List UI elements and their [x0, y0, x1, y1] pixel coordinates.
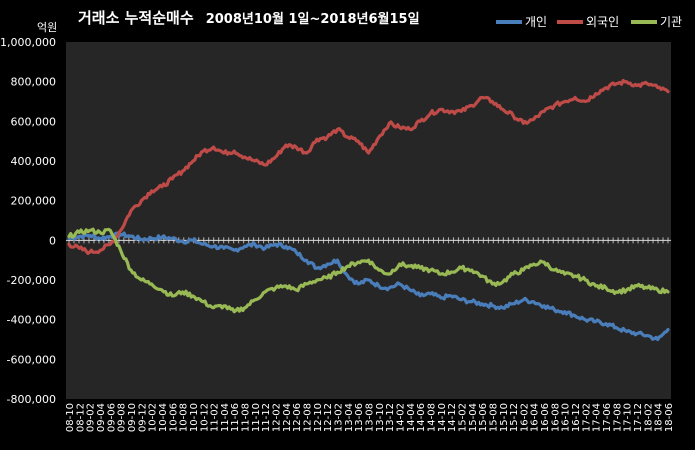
x-tick-label: 14-10 [437, 403, 448, 432]
x-tick-label: 17-04 [592, 403, 603, 432]
y-tick-label: 600,000 [11, 115, 57, 128]
x-tick-label: 18-06 [664, 403, 675, 432]
legend: 개인 외국인 기관 [496, 15, 682, 29]
x-tick-label: 15-10 [499, 403, 510, 432]
x-tick-label: 11-06 [230, 403, 241, 432]
y-tick-label: 1,000,000 [0, 36, 56, 49]
x-tick-label: 14-04 [406, 403, 417, 432]
x-tick-label: 11-10 [251, 403, 262, 432]
series-line-individual [67, 231, 670, 342]
x-tick-label: 10-06 [168, 403, 179, 432]
x-tick-label: 16-04 [530, 403, 541, 432]
y-axis: 1,000,000 800,000 600,000 400,000 200,000 0 -2… [0, 36, 56, 406]
x-axis: 08-10 08-12 09-02 09-04 09-06 09-08 09-10 09-12… [65, 237, 675, 432]
x-tick-label: 12-10 [313, 403, 324, 432]
y-tick-label: -400,000 [7, 314, 56, 327]
x-tick-label: 10-12 [199, 403, 210, 432]
x-tick-label: 09-06 [106, 403, 117, 432]
x-tick-label: 13-06 [354, 403, 365, 432]
x-tick-label: 16-08 [550, 403, 561, 432]
x-tick-label: 16-02 [519, 403, 530, 432]
x-tick-label: 15-02 [457, 403, 468, 432]
series-lines [67, 78, 670, 342]
x-tick-label: 15-04 [468, 403, 479, 432]
x-tick-label: 13-10 [375, 403, 386, 432]
x-tick-label: 15-08 [488, 403, 499, 432]
x-tick-label: 12-12 [323, 403, 334, 432]
y-axis-unit-label: 억원 [37, 21, 57, 34]
x-tick-label: 14-12 [447, 403, 458, 432]
x-tick-label: 11-04 [220, 403, 231, 432]
x-tick-label: 10-02 [148, 403, 159, 432]
x-tick-label: 11-02 [210, 403, 221, 432]
x-tick-label: 09-08 [117, 403, 128, 432]
x-tick-label: 08-10 [65, 403, 76, 432]
y-tick-label: -200,000 [7, 274, 56, 287]
x-tick-label: 12-04 [282, 403, 293, 432]
chart-title: 거래소 누적순매수 2008년10월 1일~2018년6월15일 [78, 8, 420, 27]
plot-area [66, 42, 671, 399]
x-tick-label: 15-12 [509, 403, 520, 432]
x-tick-label: 16-10 [561, 403, 572, 432]
y-tick-label: 200,000 [11, 195, 57, 208]
x-tick-label: 17-08 [612, 403, 623, 432]
y-tick-label: 0 [49, 234, 56, 247]
series-line-institution [67, 227, 670, 314]
x-tick-label: 09-04 [96, 403, 107, 432]
x-tick-label: 16-12 [571, 403, 582, 432]
x-tick-label: 17-10 [623, 403, 634, 432]
x-tick-label: 18-04 [654, 403, 665, 432]
x-tick-label: 13-12 [385, 403, 396, 432]
chart-title-main: 거래소 누적순매수 [78, 9, 194, 27]
legend-label-foreign: 외국인 [586, 15, 619, 29]
x-tick-label: 12-06 [292, 403, 303, 432]
x-tick-label: 12-02 [272, 403, 283, 432]
x-tick-label: 18-02 [643, 403, 654, 432]
x-tick-label: 10-04 [158, 403, 169, 432]
x-tick-label: 13-04 [344, 403, 355, 432]
x-tick-label: 10-10 [189, 403, 200, 432]
legend-label-individual: 개인 [525, 15, 547, 29]
x-tick-label: 17-06 [602, 403, 613, 432]
x-tick-label: 17-02 [581, 403, 592, 432]
x-tick-label: 16-06 [540, 403, 551, 432]
x-tick-label: 14-06 [416, 403, 427, 432]
x-tick-label: 14-02 [395, 403, 406, 432]
x-tick-label: 13-08 [365, 403, 376, 432]
x-tick-label: 09-12 [137, 403, 148, 432]
y-tick-label: 400,000 [11, 155, 57, 168]
x-tick-label: 11-12 [261, 403, 272, 432]
x-tick-label: 17-12 [633, 403, 644, 432]
y-tick-label: -600,000 [7, 353, 56, 366]
x-tick-label: 14-08 [426, 403, 437, 432]
x-tick-label: 15-06 [478, 403, 489, 432]
legend-label-institution: 기관 [660, 15, 682, 29]
x-tick-label: 08-12 [75, 403, 86, 432]
x-tick-label: 10-08 [179, 403, 190, 432]
chart-title-range: 2008년10월 1일~2018년6월15일 [206, 11, 420, 27]
series-line-foreign [67, 78, 670, 255]
x-tick-label: 12-08 [303, 403, 314, 432]
x-tick-label: 09-02 [86, 403, 97, 432]
x-tick-label: 09-10 [127, 403, 138, 432]
y-tick-label: -800,000 [7, 393, 56, 406]
x-tick-label: 11-08 [241, 403, 252, 432]
y-tick-label: 800,000 [11, 76, 57, 89]
x-tick-label: 13-02 [334, 403, 345, 432]
